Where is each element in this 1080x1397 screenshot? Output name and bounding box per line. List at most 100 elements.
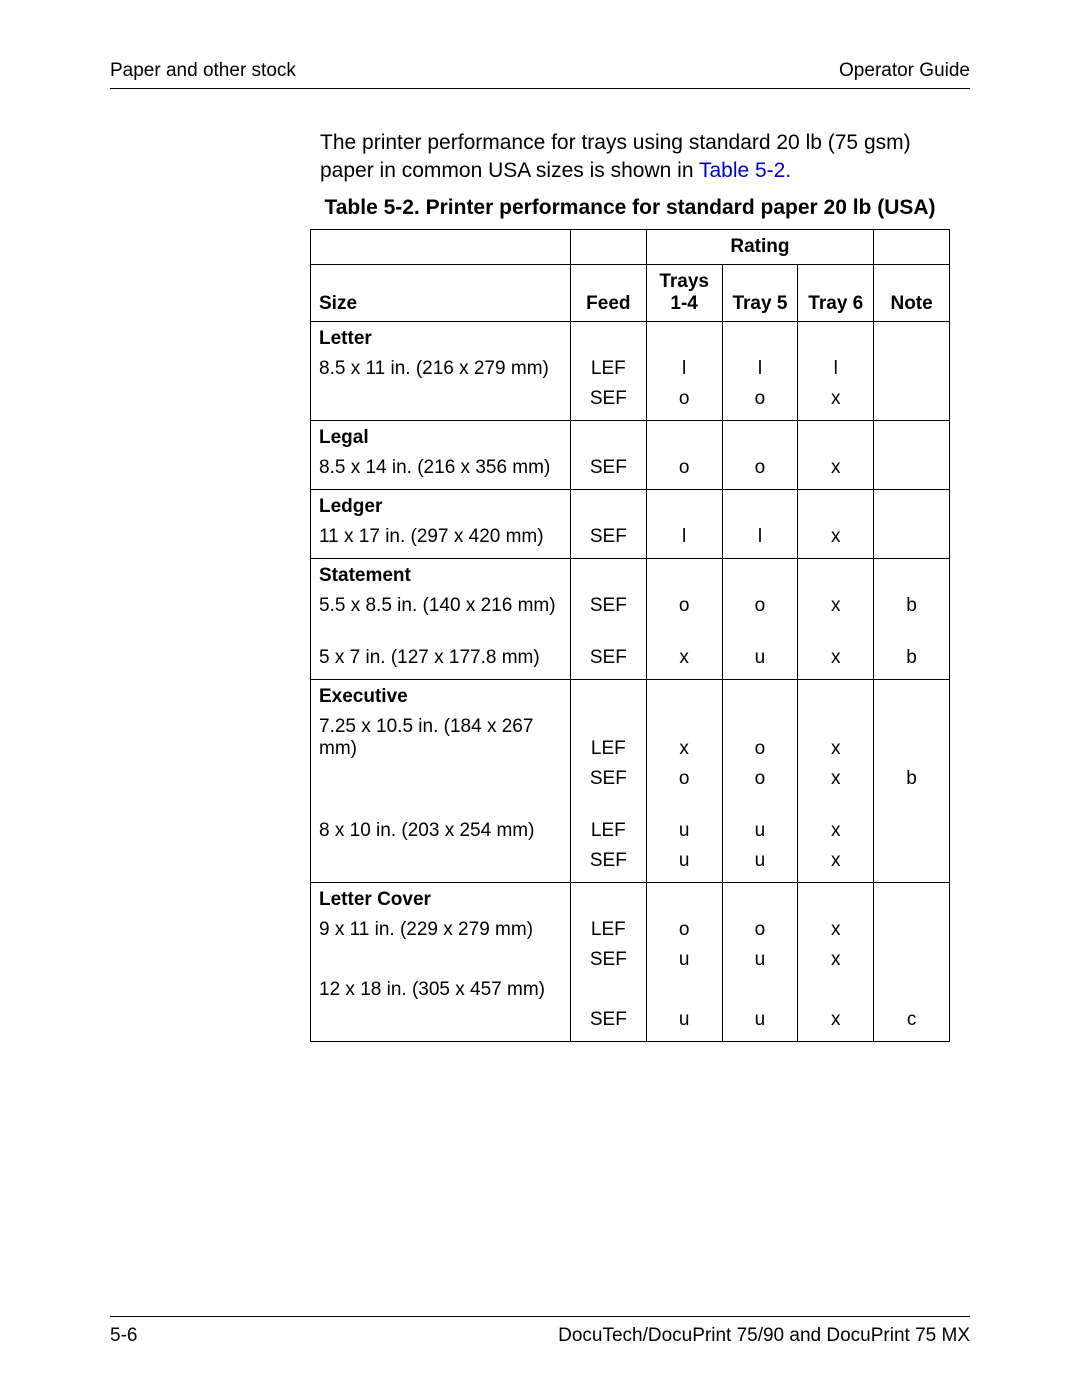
header-blank-size	[311, 229, 571, 264]
cell-value: o	[731, 384, 790, 414]
cell-value	[731, 328, 790, 354]
cell-size: Ledger11 x 17 in. (297 x 420 mm)	[311, 489, 571, 558]
cell-value: u	[731, 621, 790, 673]
cell-value: 8 x 10 in. (203 x 254 mm)	[319, 794, 562, 846]
cell-value	[806, 328, 865, 354]
cell-feed: LEFSEFLEFSEF	[570, 679, 646, 882]
cell-size: Letter8.5 x 11 in. (216 x 279 mm)	[311, 321, 571, 420]
cell-value	[882, 915, 941, 945]
cell-value	[579, 889, 638, 915]
header-rating: Rating	[646, 229, 873, 264]
cell-value	[882, 945, 941, 975]
cell-value: o	[731, 764, 790, 794]
cell-size: Letter Cover9 x 11 in. (229 x 279 mm) 12…	[311, 882, 571, 1041]
page-footer: 5-6 DocuTech/DocuPrint 75/90 and DocuPri…	[110, 1316, 970, 1347]
table-row: Executive7.25 x 10.5 in. (184 x 267 mm) …	[311, 679, 950, 882]
cell-value	[882, 354, 941, 384]
cell-tray5: l	[722, 489, 798, 558]
cell-value: l	[806, 354, 865, 384]
cell-value: l	[731, 354, 790, 384]
cell-value	[882, 522, 941, 552]
cell-value	[579, 975, 638, 1005]
cell-tray6: xx	[798, 558, 874, 679]
cell-value	[882, 496, 941, 522]
table-reference-link[interactable]: Table 5-2.	[699, 159, 791, 182]
cell-value: l	[655, 354, 714, 384]
header-note: Note	[874, 264, 950, 321]
cell-trays14: ou u	[646, 882, 722, 1041]
cell-value: l	[731, 522, 790, 552]
cell-value	[731, 975, 790, 1005]
cell-value	[319, 764, 562, 794]
cell-value	[579, 565, 638, 591]
cell-value	[806, 975, 865, 1005]
cell-tray6: lx	[798, 321, 874, 420]
cell-value	[882, 708, 941, 734]
cell-value: SEF	[579, 945, 638, 975]
cell-value	[882, 328, 941, 354]
cell-trays14: lo	[646, 321, 722, 420]
cell-value: o	[731, 453, 790, 483]
cell-tray5: oouu	[722, 679, 798, 882]
cell-value: u	[731, 1005, 790, 1035]
cell-value: x	[806, 915, 865, 945]
cell-value: SEF	[579, 591, 638, 621]
cell-tray6: xxxx	[798, 679, 874, 882]
cell-value	[806, 889, 865, 915]
cell-value: b	[882, 621, 941, 673]
cell-size: Legal8.5 x 14 in. (216 x 356 mm)	[311, 420, 571, 489]
cell-trays14: o	[646, 420, 722, 489]
group-name: Legal	[319, 427, 562, 453]
header-blank-feed	[570, 229, 646, 264]
cell-value: LEF	[579, 354, 638, 384]
cell-feed: SEF	[570, 489, 646, 558]
cell-value: o	[731, 734, 790, 764]
cell-value: 7.25 x 10.5 in. (184 x 267 mm)	[319, 712, 562, 764]
cell-tray5: lo	[722, 321, 798, 420]
cell-value: b	[882, 764, 941, 794]
cell-value	[806, 565, 865, 591]
cell-value	[655, 427, 714, 453]
cell-value: x	[655, 734, 714, 764]
page-header: Paper and other stock Operator Guide	[110, 60, 970, 89]
group-name: Letter Cover	[319, 889, 562, 915]
cell-feed: LEFSEF SEF	[570, 882, 646, 1041]
cell-value	[579, 427, 638, 453]
cell-value	[319, 1005, 562, 1035]
cell-value: 11 x 17 in. (297 x 420 mm)	[319, 522, 562, 552]
cell-value: o	[731, 591, 790, 621]
table-row: Legal8.5 x 14 in. (216 x 356 mm) SEF o o…	[311, 420, 950, 489]
group-name: Statement	[319, 565, 562, 591]
cell-value	[806, 496, 865, 522]
cell-value	[655, 328, 714, 354]
group-name: Ledger	[319, 496, 562, 522]
cell-value: SEF	[579, 384, 638, 414]
header-size: Size	[311, 264, 571, 321]
cell-value: x	[806, 794, 865, 846]
page: Paper and other stock Operator Guide The…	[0, 0, 1080, 1397]
cell-tray5: ou	[722, 558, 798, 679]
cell-value: c	[882, 1005, 941, 1035]
cell-value	[731, 708, 790, 734]
cell-value	[655, 975, 714, 1005]
header-tray6: Tray 6	[798, 264, 874, 321]
table-row: Statement5.5 x 8.5 in. (140 x 216 mm)5 x…	[311, 558, 950, 679]
cell-tray6: x	[798, 420, 874, 489]
cell-value: SEF	[579, 764, 638, 794]
cell-value	[882, 794, 941, 846]
cell-note	[874, 489, 950, 558]
cell-value: u	[731, 846, 790, 876]
table-header-row-1: Rating	[311, 229, 950, 264]
cell-value: SEF	[579, 846, 638, 876]
cell-value: u	[655, 945, 714, 975]
cell-value: x	[806, 846, 865, 876]
cell-value	[579, 328, 638, 354]
cell-value: LEF	[579, 915, 638, 945]
cell-value: x	[806, 522, 865, 552]
performance-table: Rating Size Feed Trays 1-4 Tray 5 Tray 6…	[310, 229, 950, 1042]
table-row: Ledger11 x 17 in. (297 x 420 mm) SEF l l…	[311, 489, 950, 558]
cell-size: Statement5.5 x 8.5 in. (140 x 216 mm)5 x…	[311, 558, 571, 679]
header-feed: Feed	[570, 264, 646, 321]
cell-feed: SEF	[570, 420, 646, 489]
cell-note: bb	[874, 558, 950, 679]
